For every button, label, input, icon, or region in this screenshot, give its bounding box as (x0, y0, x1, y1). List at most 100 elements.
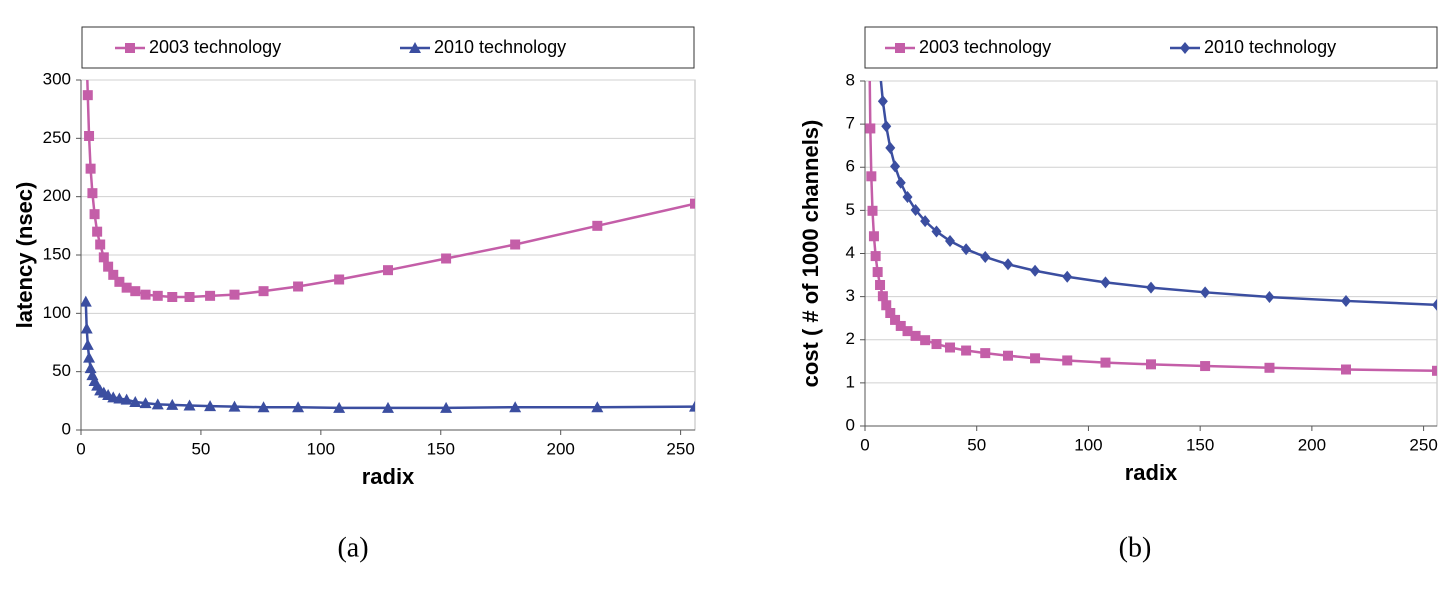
marker (509, 401, 522, 413)
x-tick-label: 150 (1186, 435, 1214, 454)
marker (1340, 364, 1351, 375)
marker (151, 398, 164, 410)
y-axis-title: cost ( # of 1000 channels) (798, 120, 823, 388)
marker (229, 289, 240, 300)
marker (980, 348, 991, 359)
marker (82, 90, 93, 101)
marker (293, 281, 304, 292)
y-tick-label: 200 (43, 186, 71, 205)
marker (258, 286, 269, 297)
marker (865, 123, 876, 134)
y-tick-label: 8 (846, 70, 855, 89)
marker (139, 397, 152, 409)
marker (333, 401, 346, 413)
marker (689, 400, 695, 412)
marker (881, 300, 892, 311)
marker (867, 205, 878, 216)
marker (895, 43, 905, 53)
marker (98, 252, 109, 263)
marker (81, 338, 94, 350)
x-tick-label: 50 (967, 435, 986, 454)
x-tick-label: 200 (547, 439, 575, 458)
y-tick-label: 3 (846, 286, 855, 305)
plot-clip (865, 81, 1437, 376)
marker (872, 267, 883, 278)
y-tick-label: 2 (846, 329, 855, 348)
marker (1003, 258, 1013, 271)
marker (931, 225, 942, 238)
marker (204, 400, 217, 412)
marker (83, 351, 96, 363)
marker (1003, 350, 1013, 361)
y-tick-label: 7 (846, 114, 855, 133)
marker (152, 290, 163, 301)
marker (114, 276, 125, 287)
x-tick-label: 250 (1409, 435, 1437, 454)
y-axis-title: latency (nsec) (12, 182, 37, 329)
marker (1062, 270, 1073, 283)
marker (92, 226, 103, 237)
x-tick-label: 250 (666, 439, 694, 458)
marker (103, 261, 114, 272)
marker (945, 234, 956, 247)
series-line (868, 81, 1437, 373)
x-tick-label: 0 (860, 435, 869, 454)
marker (81, 295, 92, 307)
marker (1100, 357, 1111, 368)
marker (85, 163, 96, 174)
marker (920, 335, 931, 346)
marker (1200, 361, 1211, 372)
legend (864, 26, 1438, 69)
marker (113, 392, 126, 404)
legend-label: 2010 technology (434, 37, 566, 57)
marker (183, 399, 196, 411)
marker (1264, 291, 1275, 304)
marker (334, 274, 345, 285)
y-tick-label: 300 (43, 69, 71, 88)
marker (129, 396, 142, 407)
marker (409, 42, 421, 53)
marker (1264, 362, 1275, 373)
series-line (879, 81, 1437, 307)
y-tick-label: 100 (43, 303, 71, 322)
marker (875, 279, 886, 290)
marker (902, 191, 913, 204)
y-tick-label: 6 (846, 157, 855, 176)
x-tick-label: 100 (307, 439, 335, 458)
marker (108, 269, 119, 280)
marker (382, 401, 394, 413)
marker (1340, 294, 1351, 307)
marker (120, 393, 133, 405)
marker (591, 401, 604, 413)
x-tick-label: 200 (1298, 435, 1326, 454)
marker (690, 198, 695, 209)
legend-label: 2010 technology (1204, 37, 1336, 57)
y-tick-label: 5 (846, 200, 855, 219)
y-tick-label: 250 (43, 128, 71, 147)
marker (121, 282, 132, 293)
marker (592, 220, 603, 231)
marker (81, 3, 91, 13)
marker (205, 290, 216, 301)
x-tick-label: 50 (191, 439, 210, 458)
marker (961, 345, 972, 356)
series-line (84, 301, 695, 410)
marker (292, 401, 305, 413)
marker (383, 265, 393, 276)
caption: (b) (1119, 532, 1152, 563)
marker (125, 43, 135, 53)
marker (1180, 42, 1190, 54)
marker (866, 171, 877, 182)
y-tick-label: 4 (846, 243, 855, 262)
y-tick-label: 150 (43, 244, 71, 263)
marker (1146, 281, 1156, 294)
y-tick-label: 1 (846, 372, 855, 391)
plot-clip (81, 3, 695, 413)
marker (1030, 353, 1041, 364)
legend-label: 2003 technology (149, 37, 281, 57)
marker (868, 231, 879, 242)
marker (84, 362, 97, 374)
marker (184, 292, 195, 302)
x-tick-label: 100 (1074, 435, 1102, 454)
